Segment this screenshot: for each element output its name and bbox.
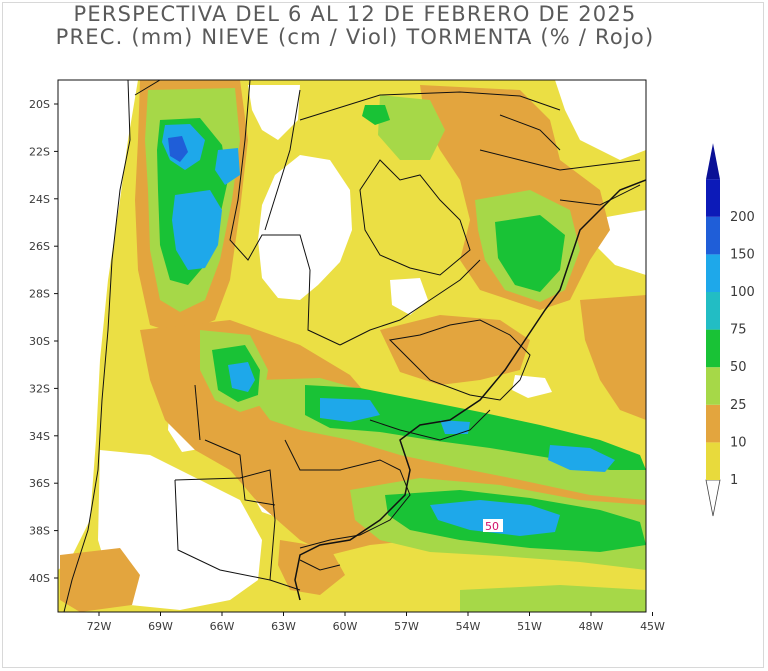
legend-label: 25 <box>730 398 747 413</box>
lat-label: 26S <box>29 240 50 253</box>
legend-label: 10 <box>730 435 747 450</box>
legend-swatch <box>706 404 720 443</box>
lat-label: 32S <box>29 382 50 395</box>
legend-swatch <box>706 179 720 217</box>
lon-label: 45W <box>640 620 665 633</box>
longitude-axis: 72W 69W 66W 63W 60W 57W 54W 51W 48W 45W <box>87 612 665 633</box>
legend-swatch <box>706 367 720 405</box>
lat-label: 28S <box>29 288 50 301</box>
legend-label: 75 <box>730 323 747 338</box>
lat-label: 34S <box>29 430 50 443</box>
latitude-axis: 20S 22S 24S 26S 28S 30S 32S 34S 36S 38S 40S <box>29 98 58 585</box>
legend-label: 1 <box>730 473 738 488</box>
storm-label-box <box>483 519 503 532</box>
lat-label: 36S <box>29 477 50 490</box>
legend-under-triangle <box>705 479 721 517</box>
legend-label: 200 <box>730 210 755 225</box>
lon-label: 51W <box>517 620 542 633</box>
lat-label: 22S <box>29 145 50 158</box>
legend-label: 100 <box>730 285 755 300</box>
lon-label: 60W <box>333 620 358 633</box>
lon-label: 72W <box>87 620 112 633</box>
lon-label: 54W <box>456 620 481 633</box>
legend-swatch <box>706 292 720 330</box>
lat-label: 38S <box>29 525 50 538</box>
colorbar-legend: 1 10 25 50 75 100 150 200 <box>705 143 755 517</box>
lon-label: 57W <box>394 620 419 633</box>
storm-label: 50 <box>485 520 499 533</box>
legend-swatch <box>706 216 720 255</box>
map-border <box>57 79 647 613</box>
lon-label: 48W <box>579 620 604 633</box>
lat-label: 40S <box>29 572 50 585</box>
legend-over-triangle <box>706 143 720 180</box>
political-borders <box>63 80 641 612</box>
lon-label: 66W <box>210 620 235 633</box>
precip-150-200 <box>168 136 188 162</box>
legend-swatch <box>706 329 720 368</box>
title-line-1: PERSPECTIVA DEL 6 AL 12 DE FEBRERO DE 20… <box>73 2 637 26</box>
legend-label: 150 <box>730 247 755 262</box>
coastline <box>294 179 646 601</box>
lon-label: 69W <box>148 620 173 633</box>
storm-annotation: 50 <box>483 519 503 533</box>
lat-label: 30S <box>29 335 50 348</box>
lat-label: 20S <box>29 98 50 111</box>
title-line-2: PREC. (mm) NIEVE (cm / Viol) TORMENTA (%… <box>55 25 655 49</box>
legend-label: 50 <box>730 360 747 375</box>
legend-swatch <box>706 254 720 292</box>
legend-swatch <box>706 442 720 480</box>
map-field: 50 <box>58 80 646 612</box>
lon-label: 63W <box>271 620 296 633</box>
lat-label: 24S <box>29 193 50 206</box>
